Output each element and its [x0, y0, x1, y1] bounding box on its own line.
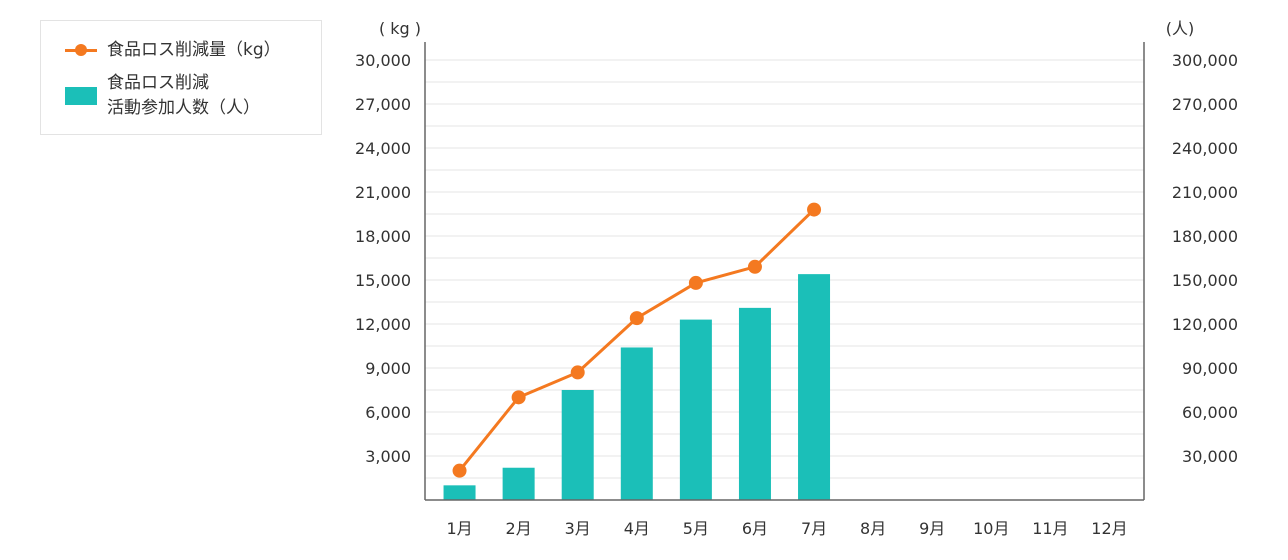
- left-axis-ticks: 3,000 6,000 9,000 12,000 15,000 18,000 21,000 2…: [355, 51, 411, 466]
- gridlines: [425, 59, 1144, 479]
- left-axis-unit: ( kg ): [379, 19, 421, 38]
- x-tick-label: 10月: [973, 519, 1009, 538]
- bar: [738, 307, 771, 500]
- bar: [443, 485, 476, 500]
- line-point: [511, 390, 526, 405]
- right-tick-label: 180,000: [1172, 227, 1238, 246]
- left-tick-label: 21,000: [355, 183, 411, 202]
- left-tick-label: 27,000: [355, 95, 411, 114]
- left-tick-label: 12,000: [355, 315, 411, 334]
- bar: [679, 319, 712, 500]
- bar: [502, 467, 535, 500]
- left-tick-label: 3,000: [365, 447, 411, 466]
- line-point: [629, 311, 644, 326]
- x-tick-label: 5月: [683, 519, 709, 538]
- legend-item-line: 食品ロス削減量（kg）: [65, 38, 281, 63]
- line-point: [452, 463, 467, 478]
- right-axis-unit: (人): [1166, 19, 1195, 38]
- x-axis-ticks: 1月 2月 3月 4月 5月 6月 7月 8月 9月 10月 11月 12月: [446, 519, 1127, 538]
- right-axis-ticks: 30,000 60,000 90,000 120,000 150,000 180,000 2…: [1172, 51, 1238, 466]
- legend-bar-label: 食品ロス削減 活動参加人数（人）: [107, 73, 260, 118]
- left-tick-label: 30,000: [355, 51, 411, 70]
- right-tick-label: 30,000: [1182, 447, 1238, 466]
- left-tick-label: 6,000: [365, 403, 411, 422]
- line-point: [688, 275, 703, 290]
- x-tick-label: 4月: [624, 519, 650, 538]
- legend-item-bar: 食品ロス削減 活動参加人数（人）: [65, 71, 260, 121]
- bar: [798, 274, 831, 500]
- right-tick-label: 210,000: [1172, 183, 1238, 202]
- line-point: [747, 259, 762, 274]
- x-tick-label: 3月: [565, 519, 591, 538]
- right-tick-label: 270,000: [1172, 95, 1238, 114]
- x-tick-label: 9月: [919, 519, 945, 538]
- x-tick-label: 6月: [742, 519, 768, 538]
- x-tick-label: 11月: [1032, 519, 1068, 538]
- legend-line-swatch: [65, 38, 97, 63]
- bar: [561, 390, 594, 500]
- right-tick-label: 150,000: [1172, 271, 1238, 290]
- left-tick-label: 9,000: [365, 359, 411, 378]
- left-tick-label: 18,000: [355, 227, 411, 246]
- right-tick-label: 120,000: [1172, 315, 1238, 334]
- bar: [620, 347, 653, 500]
- axes: [424, 42, 1145, 501]
- x-tick-label: 8月: [860, 519, 886, 538]
- right-tick-label: 60,000: [1182, 403, 1238, 422]
- left-tick-label: 15,000: [355, 271, 411, 290]
- chart-legend: 食品ロス削減量（kg） 食品ロス削減 活動参加人数（人）: [40, 20, 322, 135]
- legend-bar-swatch: [65, 87, 97, 105]
- left-tick-label: 24,000: [355, 139, 411, 158]
- line-series: [452, 202, 822, 478]
- line-point: [807, 202, 822, 217]
- right-tick-label: 240,000: [1172, 139, 1238, 158]
- right-tick-label: 300,000: [1172, 51, 1238, 70]
- x-tick-label: 7月: [801, 519, 827, 538]
- legend-line-label: 食品ロス削減量（kg）: [107, 40, 281, 60]
- x-tick-label: 1月: [446, 519, 472, 538]
- bar-series: [443, 274, 831, 500]
- right-tick-label: 90,000: [1182, 359, 1238, 378]
- line-point: [570, 365, 585, 380]
- x-tick-label: 2月: [506, 519, 532, 538]
- x-tick-label: 12月: [1091, 519, 1127, 538]
